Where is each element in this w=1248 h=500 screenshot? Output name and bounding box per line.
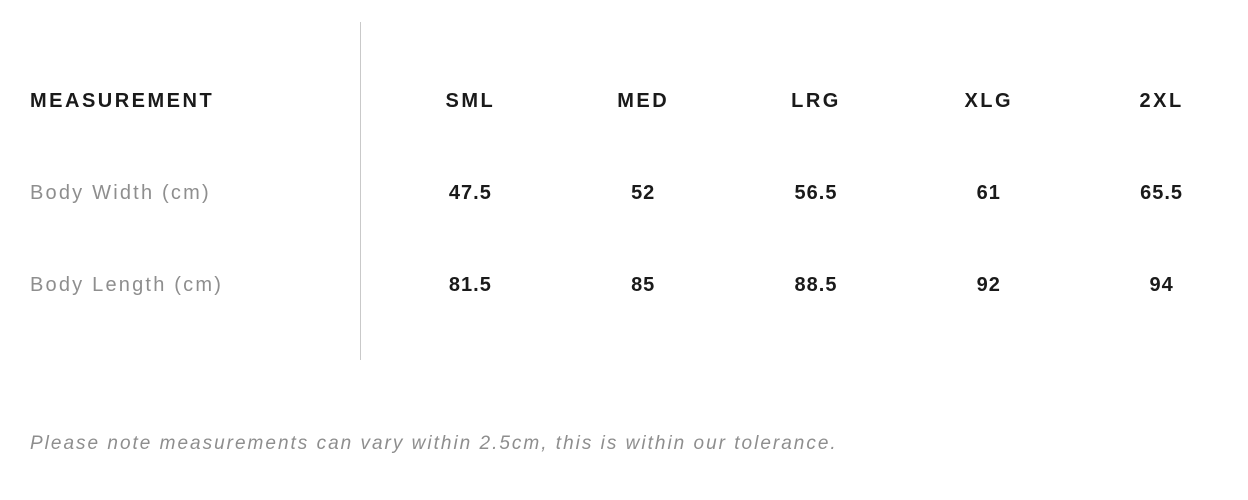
value-body-length-sml: 81.5 — [448, 273, 492, 296]
row-label-body-length: Body Length (cm) — [30, 273, 224, 296]
value-body-width-xlg: 61 — [976, 181, 1001, 204]
row-values-body-width: 47.5 52 56.5 61 65.5 — [360, 182, 1248, 205]
value-body-width-lrg: 56.5 — [794, 181, 838, 204]
column-header-med: MED — [617, 89, 670, 112]
vertical-divider — [360, 22, 361, 360]
column-header-2xl: 2XL — [1139, 89, 1184, 112]
table-row-body-width: Body Width (cm) 47.5 52 56.5 61 65.5 — [0, 147, 1248, 239]
column-header-xlg: XLG — [964, 89, 1014, 112]
size-chart-header-row: MEASUREMENT SML MED LRG XLG 2XL — [0, 55, 1248, 147]
value-body-length-med: 85 — [631, 273, 656, 296]
table-row-body-length: Body Length (cm) 81.5 85 88.5 92 94 — [0, 239, 1248, 331]
tolerance-note: Please note measurements can vary within… — [30, 433, 838, 454]
value-body-length-xlg: 92 — [976, 273, 1001, 296]
measurement-header: MEASUREMENT — [30, 89, 215, 112]
value-body-length-lrg: 88.5 — [794, 273, 838, 296]
value-body-length-2xl: 94 — [1149, 273, 1174, 296]
row-label-body-width: Body Width (cm) — [30, 181, 211, 204]
column-header-lrg: LRG — [791, 89, 841, 112]
value-body-width-sml: 47.5 — [448, 181, 492, 204]
size-columns-header: SML MED LRG XLG 2XL — [360, 90, 1248, 113]
value-body-width-med: 52 — [631, 181, 656, 204]
row-values-body-length: 81.5 85 88.5 92 94 — [360, 274, 1248, 297]
size-chart-table: MEASUREMENT SML MED LRG XLG 2XL Body Wid… — [0, 55, 1248, 331]
value-body-width-2xl: 65.5 — [1140, 181, 1184, 204]
column-header-sml: SML — [445, 89, 496, 112]
